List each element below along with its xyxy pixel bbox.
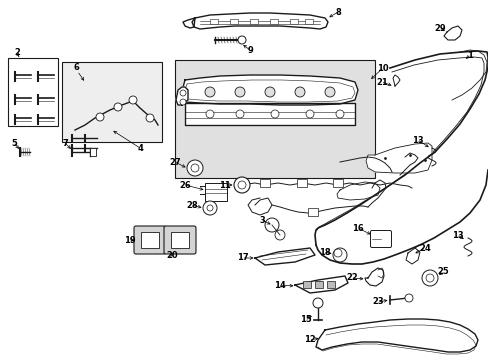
Circle shape (205, 110, 214, 118)
Circle shape (332, 248, 346, 262)
Circle shape (404, 294, 412, 302)
Bar (314, 281, 323, 288)
Polygon shape (315, 319, 477, 352)
Circle shape (325, 87, 334, 97)
Polygon shape (405, 248, 419, 264)
Circle shape (270, 110, 279, 118)
Polygon shape (392, 75, 399, 86)
Text: 29: 29 (433, 23, 445, 32)
Text: 15: 15 (300, 315, 311, 324)
Polygon shape (443, 26, 461, 40)
Bar (269, 19, 278, 24)
Polygon shape (176, 87, 187, 105)
Text: 9: 9 (246, 45, 252, 54)
Polygon shape (184, 103, 354, 125)
Polygon shape (336, 182, 379, 200)
Text: 24: 24 (418, 243, 430, 252)
Circle shape (204, 87, 215, 97)
Text: 8: 8 (334, 8, 340, 17)
FancyBboxPatch shape (370, 230, 391, 248)
Polygon shape (365, 143, 431, 173)
Circle shape (186, 160, 203, 176)
Text: 26: 26 (179, 180, 190, 189)
Circle shape (180, 90, 185, 96)
Polygon shape (254, 248, 314, 265)
Circle shape (129, 96, 137, 104)
Bar (305, 19, 312, 24)
Text: 13: 13 (411, 135, 423, 144)
Bar (8, 58, 58, 126)
Circle shape (312, 298, 323, 308)
FancyBboxPatch shape (163, 226, 196, 254)
FancyBboxPatch shape (134, 226, 165, 254)
Circle shape (264, 218, 279, 232)
Text: 23: 23 (371, 297, 383, 306)
Circle shape (264, 87, 274, 97)
Bar (209, 19, 218, 24)
Text: 7: 7 (62, 139, 68, 148)
Bar (62, 62, 162, 142)
Text: 22: 22 (346, 274, 357, 283)
Bar (229, 19, 238, 24)
Text: 14: 14 (274, 280, 285, 289)
Text: 4: 4 (137, 144, 142, 153)
Text: 10: 10 (376, 63, 388, 72)
Circle shape (333, 249, 341, 257)
Text: 25: 25 (436, 267, 448, 276)
Circle shape (421, 270, 437, 286)
Bar (332, 179, 342, 187)
Bar (307, 208, 317, 216)
Text: 6: 6 (73, 63, 79, 72)
Circle shape (180, 99, 185, 105)
Bar (141, 232, 159, 248)
Text: 28: 28 (186, 201, 198, 210)
Circle shape (294, 87, 305, 97)
Circle shape (191, 164, 199, 172)
Text: 20: 20 (166, 251, 178, 260)
Text: 5: 5 (11, 139, 17, 148)
Text: 27: 27 (169, 158, 181, 166)
Text: 18: 18 (319, 248, 330, 257)
Polygon shape (182, 75, 357, 105)
Polygon shape (364, 268, 383, 286)
Text: 1: 1 (466, 50, 472, 59)
Bar (175, 60, 374, 178)
Circle shape (238, 36, 245, 44)
Circle shape (335, 110, 343, 118)
Circle shape (206, 205, 213, 211)
Text: 19: 19 (124, 235, 136, 244)
Bar (171, 232, 189, 248)
Text: 11: 11 (219, 180, 230, 189)
Text: 21: 21 (375, 77, 387, 86)
Circle shape (235, 87, 244, 97)
Bar (249, 19, 258, 24)
Bar (296, 179, 306, 187)
Circle shape (114, 103, 122, 111)
Circle shape (238, 181, 245, 189)
Bar (90, 148, 96, 156)
Bar (260, 179, 269, 187)
Text: 17: 17 (237, 253, 248, 262)
Circle shape (236, 110, 244, 118)
Polygon shape (192, 13, 327, 29)
Text: 3: 3 (259, 216, 264, 225)
Bar (204, 183, 226, 201)
Circle shape (146, 114, 154, 122)
Circle shape (425, 274, 433, 282)
Text: 16: 16 (351, 224, 363, 233)
Circle shape (234, 177, 249, 193)
Polygon shape (183, 18, 195, 28)
Text: 13: 13 (451, 230, 463, 239)
Text: 2: 2 (14, 48, 20, 57)
Bar (303, 281, 310, 288)
Circle shape (203, 201, 217, 215)
Circle shape (96, 113, 104, 121)
Bar (326, 281, 334, 288)
Polygon shape (294, 276, 347, 293)
Circle shape (274, 230, 285, 240)
Bar (289, 19, 297, 24)
Text: 12: 12 (304, 336, 315, 345)
Circle shape (305, 110, 313, 118)
